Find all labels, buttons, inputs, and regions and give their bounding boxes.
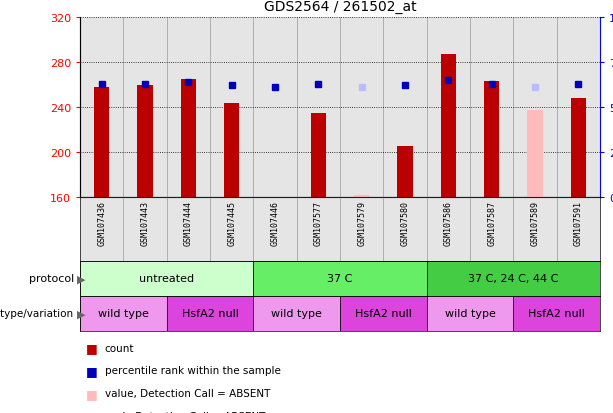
Text: ■: ■ — [86, 341, 98, 354]
Text: GSM107445: GSM107445 — [227, 201, 236, 246]
Text: GSM107586: GSM107586 — [444, 201, 453, 246]
Bar — [427, 261, 600, 296]
Text: protocol: protocol — [29, 274, 74, 284]
Bar — [94, 88, 109, 197]
Bar — [253, 18, 297, 197]
Bar — [397, 147, 413, 197]
Text: ▶: ▶ — [77, 274, 85, 284]
Bar — [253, 296, 340, 331]
Bar — [123, 18, 167, 197]
Text: GSM107587: GSM107587 — [487, 201, 496, 246]
Text: count: count — [105, 343, 134, 353]
Bar — [340, 296, 427, 331]
Bar — [181, 80, 196, 197]
Bar — [571, 99, 586, 197]
Text: percentile rank within the sample: percentile rank within the sample — [105, 366, 280, 375]
Bar — [210, 18, 253, 197]
Text: 37 C, 24 C, 44 C: 37 C, 24 C, 44 C — [468, 274, 558, 284]
Text: HsfA2 null: HsfA2 null — [528, 309, 585, 319]
Text: GSM107444: GSM107444 — [184, 201, 193, 246]
Bar — [297, 18, 340, 197]
Bar — [470, 18, 513, 197]
Text: wild type: wild type — [271, 309, 322, 319]
Bar — [253, 261, 427, 296]
Text: genotype/variation: genotype/variation — [0, 309, 74, 319]
Bar — [224, 103, 239, 197]
Text: GSM107589: GSM107589 — [530, 201, 539, 246]
Bar — [311, 113, 326, 197]
Text: rank, Detection Call = ABSENT: rank, Detection Call = ABSENT — [105, 411, 265, 413]
Text: GSM107443: GSM107443 — [140, 201, 150, 246]
Bar — [513, 296, 600, 331]
Text: wild type: wild type — [444, 309, 495, 319]
Text: 37 C: 37 C — [327, 274, 352, 284]
Text: value, Detection Call = ABSENT: value, Detection Call = ABSENT — [105, 388, 270, 398]
Bar — [557, 18, 600, 197]
Text: HsfA2 null: HsfA2 null — [355, 309, 412, 319]
Text: GSM107577: GSM107577 — [314, 201, 323, 246]
Bar — [441, 55, 456, 197]
Text: GSM107436: GSM107436 — [97, 201, 106, 246]
Title: GDS2564 / 261502_at: GDS2564 / 261502_at — [264, 0, 416, 14]
Text: GSM107446: GSM107446 — [270, 201, 280, 246]
Text: ■: ■ — [86, 409, 98, 413]
Text: GSM107580: GSM107580 — [400, 201, 409, 246]
Text: GSM107591: GSM107591 — [574, 201, 583, 246]
Text: HsfA2 null: HsfA2 null — [181, 309, 238, 319]
Bar — [340, 18, 383, 197]
Bar — [80, 261, 253, 296]
Text: ▶: ▶ — [77, 309, 85, 319]
Bar — [427, 18, 470, 197]
Text: untreated: untreated — [139, 274, 194, 284]
Bar — [527, 111, 543, 197]
Text: wild type: wild type — [98, 309, 149, 319]
Bar — [383, 18, 427, 197]
Bar — [80, 296, 167, 331]
Bar — [484, 82, 499, 197]
Bar — [80, 18, 123, 197]
Text: ■: ■ — [86, 387, 98, 400]
Bar — [427, 296, 513, 331]
Bar — [513, 18, 557, 197]
Bar — [354, 195, 369, 197]
Text: GSM107579: GSM107579 — [357, 201, 366, 246]
Text: ■: ■ — [86, 364, 98, 377]
Bar — [167, 18, 210, 197]
Bar — [167, 296, 253, 331]
Bar — [137, 85, 153, 197]
